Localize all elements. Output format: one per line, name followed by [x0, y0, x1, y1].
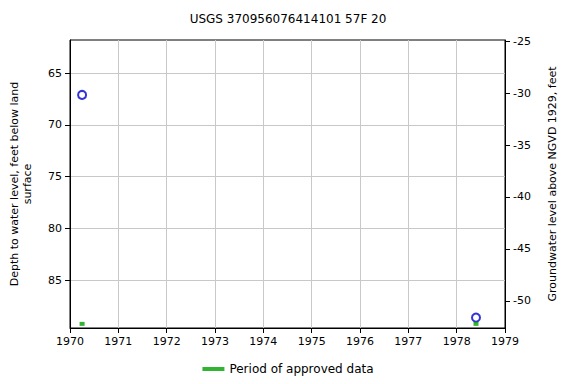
- svg-text:Period of approved data: Period of approved data: [229, 362, 373, 376]
- svg-text:-40: -40: [513, 190, 531, 203]
- svg-text:70: 70: [48, 118, 62, 131]
- svg-text:-25: -25: [513, 35, 531, 48]
- svg-text:surface: surface: [21, 163, 34, 204]
- svg-text:1975: 1975: [298, 335, 326, 348]
- svg-text:Depth to water level, feet bel: Depth to water level, feet below land: [8, 82, 21, 287]
- svg-text:1976: 1976: [346, 335, 374, 348]
- svg-text:75: 75: [48, 170, 62, 183]
- svg-text:-35: -35: [513, 139, 531, 152]
- svg-text:1973: 1973: [201, 335, 229, 348]
- svg-text:1978: 1978: [443, 335, 471, 348]
- svg-text:-30: -30: [513, 87, 531, 100]
- svg-text:1974: 1974: [249, 335, 277, 348]
- svg-text:-50: -50: [513, 294, 531, 307]
- svg-text:1971: 1971: [104, 335, 132, 348]
- svg-text:USGS 370956076414101 57F 20: USGS 370956076414101 57F 20: [190, 12, 387, 26]
- svg-text:65: 65: [48, 67, 62, 80]
- svg-text:1977: 1977: [394, 335, 422, 348]
- svg-text:80: 80: [48, 222, 62, 235]
- svg-text:Groundwater level above NGVD 1: Groundwater level above NGVD 1929, feet: [546, 66, 559, 302]
- svg-text:1979: 1979: [491, 335, 519, 348]
- svg-text:1970: 1970: [56, 335, 84, 348]
- svg-text:-45: -45: [513, 242, 531, 255]
- svg-text:1972: 1972: [153, 335, 181, 348]
- svg-text:85: 85: [48, 274, 62, 287]
